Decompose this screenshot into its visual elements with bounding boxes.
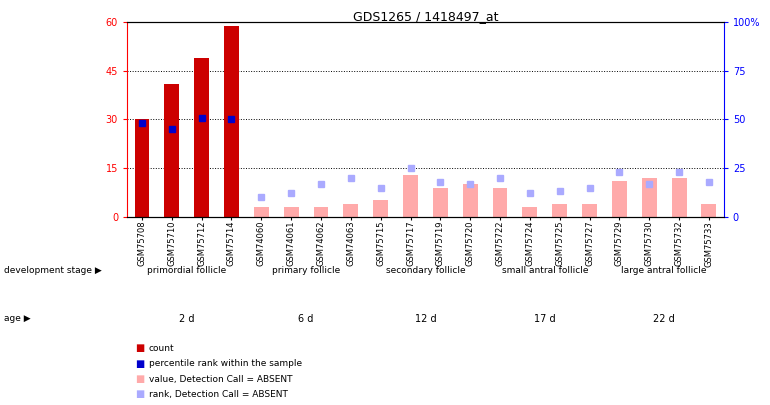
Text: GDS1265 / 1418497_at: GDS1265 / 1418497_at (353, 10, 498, 23)
Bar (373, 200, 388, 217)
Text: primordial follicle: primordial follicle (147, 266, 226, 275)
Bar (224, 26, 239, 217)
Bar (612, 181, 627, 217)
Text: count: count (149, 344, 174, 353)
Text: development stage ▶: development stage ▶ (4, 266, 102, 275)
Text: ■: ■ (135, 359, 144, 369)
Text: small antral follicle: small antral follicle (501, 266, 588, 275)
Bar (313, 207, 329, 217)
Bar (283, 207, 299, 217)
Bar (671, 178, 687, 217)
Text: value, Detection Call = ABSENT: value, Detection Call = ABSENT (149, 375, 292, 384)
Text: percentile rank within the sample: percentile rank within the sample (149, 359, 302, 368)
Text: 17 d: 17 d (534, 314, 556, 324)
Bar (194, 58, 209, 217)
Bar (493, 188, 507, 217)
Text: ■: ■ (135, 374, 144, 384)
Bar (463, 184, 477, 217)
Bar (552, 204, 567, 217)
Text: 22 d: 22 d (653, 314, 675, 324)
Bar (403, 175, 418, 217)
Bar (582, 204, 597, 217)
Bar (135, 119, 149, 217)
Text: secondary follicle: secondary follicle (386, 266, 465, 275)
Text: 12 d: 12 d (414, 314, 437, 324)
Text: 2 d: 2 d (179, 314, 195, 324)
Text: 6 d: 6 d (299, 314, 313, 324)
Text: age ▶: age ▶ (4, 314, 31, 324)
Text: ■: ■ (135, 343, 144, 353)
Text: large antral follicle: large antral follicle (621, 266, 707, 275)
Bar (164, 84, 179, 217)
Text: ■: ■ (135, 390, 144, 399)
Text: primary follicle: primary follicle (272, 266, 340, 275)
Bar (522, 207, 537, 217)
Bar (641, 178, 657, 217)
Bar (701, 204, 716, 217)
Bar (254, 207, 269, 217)
Bar (343, 204, 358, 217)
Bar (433, 188, 448, 217)
Text: rank, Detection Call = ABSENT: rank, Detection Call = ABSENT (149, 390, 287, 399)
